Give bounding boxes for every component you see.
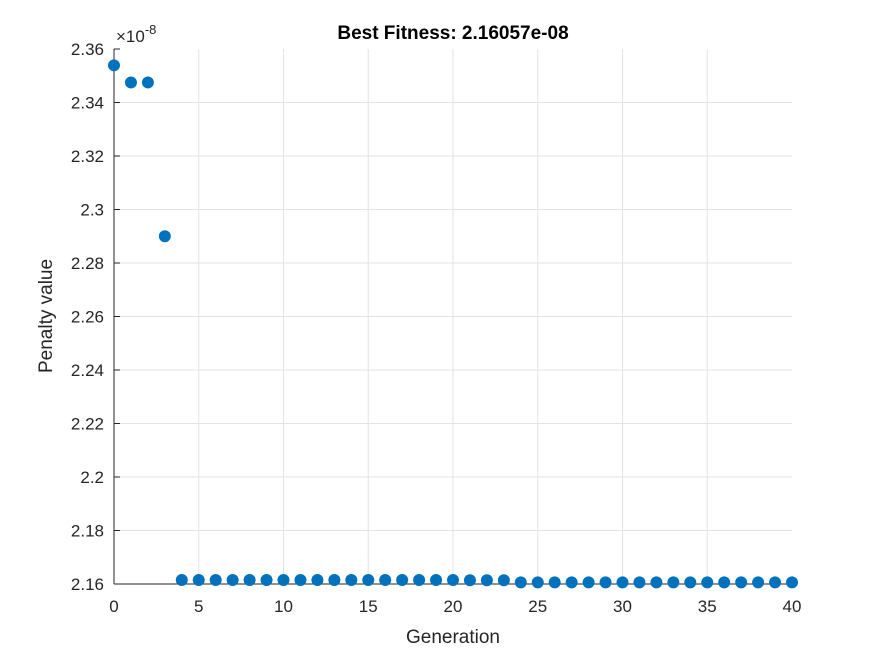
data-point [718, 576, 731, 589]
y-tick-label: 2.22 [71, 415, 104, 434]
y-tick-label: 2.18 [71, 522, 104, 541]
data-point [701, 576, 714, 589]
data-point [158, 230, 171, 243]
y-tick-label: 2.3 [80, 201, 104, 220]
x-tick-label: 10 [274, 597, 293, 616]
data-point [209, 573, 222, 586]
data-point [192, 573, 205, 586]
data-point [480, 574, 493, 587]
data-point [430, 573, 443, 586]
data-point [565, 576, 578, 589]
data-point [684, 576, 697, 589]
data-point [413, 573, 426, 586]
y-axis-multiplier-base: ×10 [116, 27, 145, 46]
data-point [582, 576, 595, 589]
data-point [311, 573, 324, 586]
data-point [769, 576, 782, 589]
data-point [463, 574, 476, 587]
data-point [497, 574, 510, 587]
data-point [175, 573, 188, 586]
data-point [294, 573, 307, 586]
y-tick-labels: 2.16 2.18 2.2 2.22 2.24 2.26 2.28 2.3 2.32 2.34 2.… [71, 40, 104, 594]
y-axis-multiplier: ×10-8 [116, 22, 156, 46]
data-point [243, 573, 256, 586]
x-tick-label: 15 [359, 597, 378, 616]
data-point [345, 573, 358, 586]
y-tick-label: 2.24 [71, 361, 104, 380]
data-point [108, 59, 120, 72]
data-point [328, 573, 341, 586]
data-point [260, 573, 273, 586]
x-tick-label: 20 [444, 597, 463, 616]
data-point [633, 576, 646, 589]
y-axis-multiplier-exponent: -8 [145, 22, 157, 37]
data-point [650, 576, 663, 589]
y-tick-label: 2.34 [71, 94, 104, 113]
x-tick-label: 5 [194, 597, 203, 616]
data-point [735, 576, 748, 589]
y-tick-label: 2.26 [71, 308, 104, 327]
data-point [752, 576, 765, 589]
data-point [124, 76, 137, 89]
data-point [616, 576, 629, 589]
x-tick-label: 35 [698, 597, 717, 616]
y-tick-label: 2.2 [80, 468, 104, 487]
data-point [599, 576, 612, 589]
data-point [514, 576, 527, 589]
y-tick-label: 2.16 [71, 575, 104, 594]
data-markers [108, 59, 798, 589]
data-point [362, 573, 375, 586]
y-tick-label: 2.36 [71, 40, 104, 59]
x-tick-label: 30 [613, 597, 632, 616]
x-tick-label: 40 [783, 597, 802, 616]
chart-title: Best Fitness: 2.16057e-08 [337, 23, 568, 44]
x-tick-label: 25 [528, 597, 547, 616]
y-tick-label: 2.32 [71, 147, 104, 166]
y-tick-label: 2.28 [71, 254, 104, 273]
data-point [277, 573, 290, 586]
data-point [396, 573, 409, 586]
x-tick-label: 0 [109, 597, 118, 616]
data-point [379, 573, 392, 586]
data-point [447, 573, 459, 586]
y-axis-label: Penalty value [36, 259, 57, 373]
grid-lines [114, 49, 792, 584]
data-point [548, 576, 561, 589]
data-point [531, 576, 544, 589]
data-point [667, 576, 680, 589]
data-point [786, 576, 798, 589]
data-point [226, 573, 239, 586]
x-axis-label: Generation [406, 627, 500, 648]
data-point [141, 76, 154, 89]
x-tick-labels: 0 5 10 15 20 25 30 35 40 [109, 597, 801, 616]
